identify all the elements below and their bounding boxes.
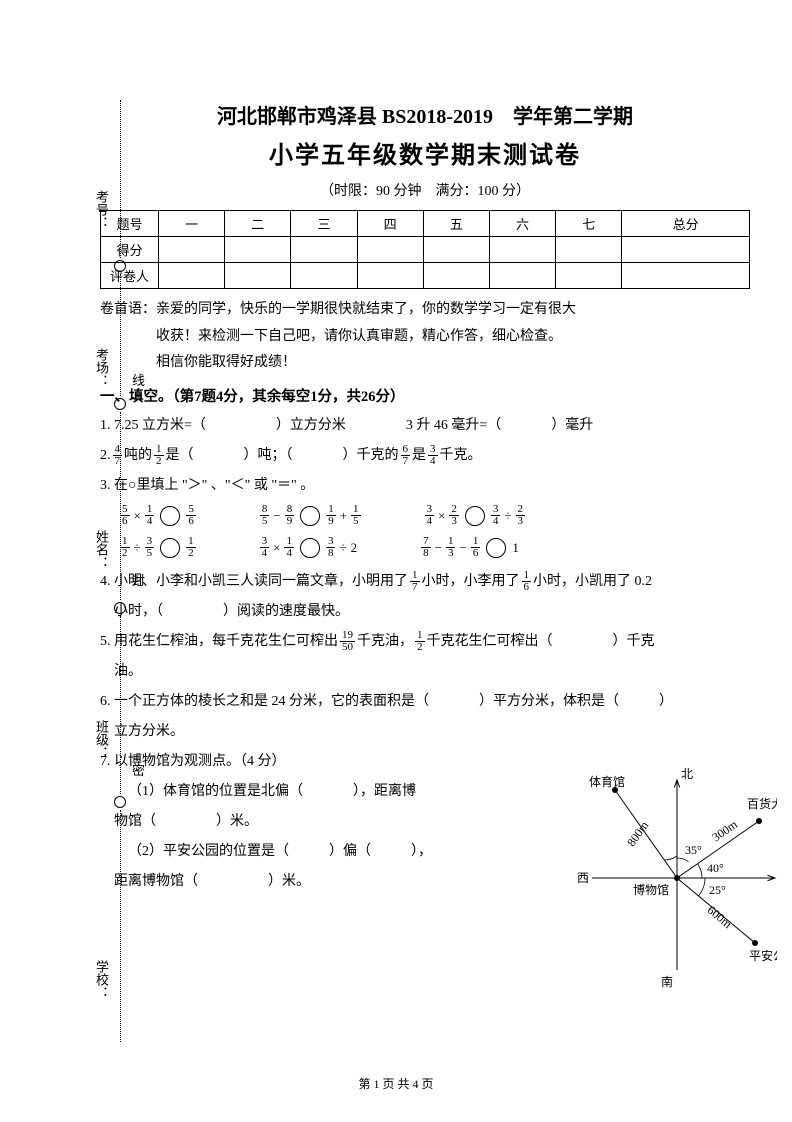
svg-text:600m: 600m: [705, 903, 735, 932]
svg-text:百货大楼: 百货大楼: [747, 796, 777, 811]
compare-circle[interactable]: [300, 538, 320, 558]
question-4-cont: 小时，（ ）阅读的速度最快。: [100, 598, 750, 626]
left-margin: 考号： 考场： 姓名： 班级： 学校： 线 封 密: [50, 100, 100, 1060]
compare-circle[interactable]: [465, 506, 485, 526]
question-7-1: （1）体育馆的位置是北偏（），距离博: [100, 778, 460, 806]
question-4: 4. 小明、小李和小凯三人读同一篇文章，小明用了 17 小时，小李用了 16 小…: [100, 568, 750, 596]
fraction: 34: [428, 444, 438, 468]
question-5: 5. 用花生仁榨油，每千克花生仁可榨出 1950 千克油， 12 千克花生仁可榨…: [100, 628, 750, 656]
question-3-head: 3. 在○里填上 "＞" 、"＜" 或 "＝" 。: [100, 472, 750, 500]
fraction: 12: [415, 630, 425, 654]
question-7-2: （2）平安公园的位置是（）偏（），: [100, 838, 480, 866]
score-row-score: 得分: [101, 237, 750, 263]
fraction: 67: [401, 444, 411, 468]
svg-text:800m: 800m: [624, 818, 652, 849]
question-1: 1. 7.25 立方米=（ ）立方分米 3 升 46 毫升=（ ）毫升: [100, 412, 750, 440]
question-3-row2: 12÷351234×1438÷278−13−161: [118, 536, 750, 560]
fraction: 47: [113, 444, 123, 468]
fraction: 12: [154, 444, 164, 468]
svg-text:体育馆: 体育馆: [589, 774, 625, 789]
question-3-row1: 56×145685−8919+1534×2334÷23: [118, 504, 750, 528]
header-line1: 河北邯郸市鸡泽县 BS2018-2019 学年第二学期: [100, 100, 750, 129]
margin-label-school: 学校：: [92, 960, 111, 999]
preface: 卷首语：亲爱的同学，快乐的一学期很快就结束了，你的数学学习一定有很大 收获！来检…: [100, 297, 750, 377]
svg-text:平安公园: 平安公园: [749, 948, 777, 963]
fraction: 16: [522, 570, 532, 594]
score-row-head: 题号 一 二 三 四 五 六 七 总分: [101, 211, 750, 237]
svg-text:西: 西: [577, 871, 589, 885]
compare-circle[interactable]: [300, 506, 320, 526]
question-7-1b: 物馆（）米。: [100, 808, 460, 836]
question-6-cont: 立方分米。: [100, 718, 750, 746]
svg-text:300m: 300m: [709, 817, 740, 845]
preface-l3: 相信你能取得好成绩！: [100, 350, 750, 377]
header-line2: 小学五年级数学期末测试卷: [100, 135, 750, 170]
compare-circle[interactable]: [160, 506, 180, 526]
compass-diagram: 北南东西体育馆百货大楼平安公园博物馆800m300m600m35°40°25°: [527, 758, 777, 998]
svg-text:北: 北: [681, 767, 693, 781]
svg-text:25°: 25°: [709, 883, 726, 897]
compare-circle[interactable]: [486, 538, 506, 558]
compare-circle[interactable]: [160, 538, 180, 558]
svg-text:35°: 35°: [685, 843, 702, 857]
fraction: 1950: [340, 630, 355, 654]
question-5-cont: 油。: [100, 658, 750, 686]
score-row-marker: 评卷人: [101, 263, 750, 289]
header-subtitle: （时限：90 分钟 满分：100 分）: [100, 180, 750, 200]
preface-l1: 卷首语：亲爱的同学，快乐的一学期很快就结束了，你的数学学习一定有很大: [100, 297, 750, 324]
section1-head: 一、填空。（第7题4分，其余每空1分，共26分）: [100, 385, 750, 406]
fraction: 17: [410, 570, 420, 594]
diagram-svg: 北南东西体育馆百货大楼平安公园博物馆800m300m600m35°40°25°: [527, 758, 777, 998]
svg-text:40°: 40°: [707, 861, 724, 875]
svg-text:南: 南: [661, 974, 673, 989]
question-6: 6. 一个正方体的棱长之和是 24 分米，它的表面积是（ ）平方分米，体积是（ …: [100, 688, 750, 716]
question-2: 2. 47 吨的 12 是（ ）吨；（ ）千克的 67 是 34 千克。: [100, 442, 750, 470]
preface-l2: 收获！来检测一下自己吧，请你认真审题，精心作答，细心检查。: [100, 324, 750, 351]
page-footer: 第 1 页 共 4 页: [0, 1075, 792, 1092]
score-table: 题号 一 二 三 四 五 六 七 总分 得分 评卷人: [100, 210, 750, 289]
question-7-2b: 距离博物馆（）米。: [100, 868, 460, 896]
score-rowhdr: 题号: [101, 211, 159, 237]
svg-text:博物馆: 博物馆: [633, 882, 669, 897]
